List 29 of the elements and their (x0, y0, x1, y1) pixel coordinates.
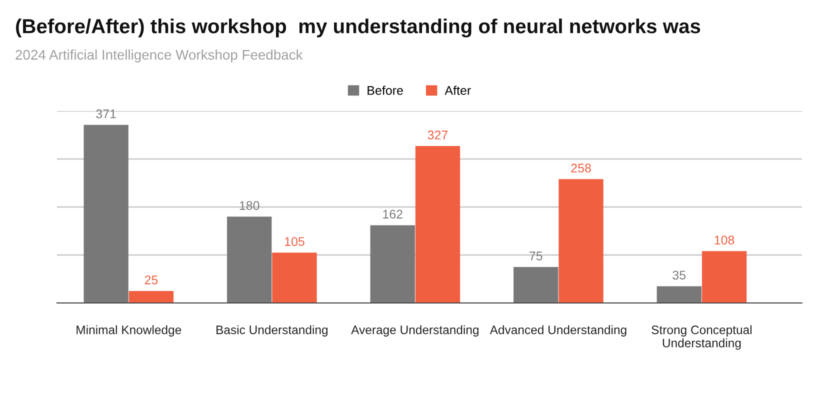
legend-label: Before (368, 86, 403, 95)
data-label: 327 (428, 130, 448, 140)
data-label: 105 (284, 237, 304, 246)
data-label: 258 (571, 164, 591, 173)
x-tick-label: Average Understanding (351, 325, 478, 337)
bar (84, 124, 128, 303)
legend-label: After (444, 86, 471, 95)
data-label: 35 (672, 270, 686, 280)
x-tick-label: Minimal Knowledge (76, 325, 182, 337)
x-tick-label: Basic Understanding (216, 325, 328, 337)
bar (702, 251, 747, 303)
chart-title: (Before/After) this workshop my understanding of neural networks was (16, 18, 700, 38)
bar (272, 252, 317, 303)
data-label: 75 (530, 252, 542, 260)
bar (656, 286, 702, 303)
bar (128, 291, 174, 303)
bar (370, 225, 415, 303)
chart-subtitle: 2024 Artificial Intelligence Workshop Feedback (16, 50, 303, 62)
data-label: 25 (144, 276, 158, 284)
data-label: 108 (714, 236, 734, 245)
bar (415, 146, 460, 303)
bar (227, 216, 272, 303)
data-label: 371 (96, 109, 116, 118)
x-tick-label: Strong Conceptual Understanding (652, 325, 752, 350)
data-label: 180 (240, 201, 260, 210)
bar (514, 267, 558, 303)
x-tick-label: Advanced Understanding (490, 325, 626, 337)
data-label: 162 (383, 210, 402, 219)
bar (558, 179, 604, 303)
